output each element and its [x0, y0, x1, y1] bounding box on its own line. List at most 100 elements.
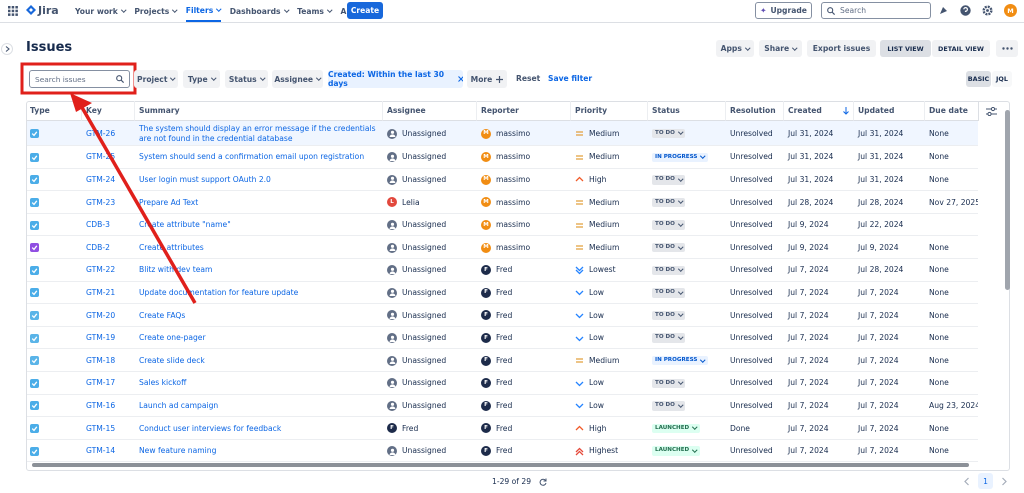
- filter-dropdown[interactable]: Assignee: [272, 70, 323, 88]
- column-header[interactable]: Created: [784, 101, 854, 121]
- key[interactable]: GTM-16: [86, 401, 115, 411]
- more-actions[interactable]: [996, 40, 1018, 57]
- nav-item[interactable]: Filters: [186, 0, 221, 22]
- key[interactable]: GTM-23: [86, 198, 115, 208]
- key[interactable]: CDB-3: [86, 220, 110, 230]
- key[interactable]: GTM-20: [86, 311, 115, 321]
- status-lozenge[interactable]: TO DO: [652, 266, 685, 275]
- assignee: Fred: [402, 424, 418, 434]
- cell-priority: Medium: [571, 236, 648, 259]
- more-filters[interactable]: More: [467, 70, 507, 88]
- header-action[interactable]: Export issues: [807, 40, 876, 57]
- search-mode[interactable]: JQL: [992, 71, 1012, 87]
- horizontal-scrollbar[interactable]: [32, 463, 969, 467]
- status-lozenge[interactable]: LAUNCHED: [652, 424, 700, 433]
- reset-button[interactable]: Reset: [516, 74, 540, 83]
- status-lozenge[interactable]: LAUNCHED: [652, 446, 700, 455]
- status-lozenge[interactable]: TO DO: [652, 379, 685, 388]
- status-lozenge[interactable]: TO DO: [652, 401, 685, 410]
- notifications-icon[interactable]: [938, 5, 949, 16]
- column-header[interactable]: Summary: [135, 101, 383, 121]
- column-header[interactable]: Priority: [571, 101, 648, 121]
- summary[interactable]: User login must support OAuth 2.0: [139, 175, 271, 185]
- sidebar-toggle[interactable]: [1, 43, 13, 55]
- active-filter[interactable]: Created: Within the last 30 days: [328, 70, 463, 88]
- status-lozenge[interactable]: IN PROGRESS: [652, 356, 708, 365]
- summary[interactable]: Create attributes: [139, 243, 204, 253]
- status-lozenge[interactable]: IN PROGRESS: [652, 153, 708, 162]
- column-header[interactable]: Updated: [854, 101, 925, 121]
- search-issues-input[interactable]: Search issues: [29, 70, 130, 88]
- status-lozenge[interactable]: TO DO: [652, 288, 685, 297]
- summary[interactable]: Launch ad campaign: [139, 401, 218, 411]
- summary[interactable]: Prepare Ad Text: [139, 198, 198, 208]
- global-search[interactable]: Search: [821, 2, 931, 19]
- key[interactable]: CDB-2: [86, 243, 110, 253]
- key[interactable]: GTM-17: [86, 378, 115, 388]
- due: None: [929, 356, 949, 366]
- key[interactable]: GTM-21: [86, 288, 115, 298]
- key[interactable]: GTM-18: [86, 356, 115, 366]
- column-header[interactable]: Status: [648, 101, 726, 121]
- view-toggle[interactable]: DETAIL VIEW: [932, 40, 990, 57]
- nav-item[interactable]: Your work: [75, 0, 125, 22]
- status-lozenge[interactable]: TO DO: [652, 243, 685, 252]
- prev-page[interactable]: [963, 477, 971, 486]
- summary[interactable]: Create one-pager: [139, 333, 206, 343]
- nav-item[interactable]: Dashboards: [230, 0, 288, 22]
- column-settings[interactable]: [978, 101, 1003, 121]
- status-lozenge[interactable]: TO DO: [652, 311, 685, 320]
- cell-key: GTM-20: [82, 304, 135, 327]
- key[interactable]: GTM-22: [86, 265, 115, 275]
- next-page[interactable]: [1000, 477, 1008, 486]
- header-action[interactable]: Apps: [716, 40, 754, 57]
- summary[interactable]: Blitz with dev team: [139, 265, 212, 275]
- key[interactable]: GTM-15: [86, 424, 115, 434]
- view-toggle[interactable]: LIST VIEW: [880, 40, 931, 57]
- filter-dropdown[interactable]: Type: [183, 70, 220, 88]
- help-icon[interactable]: [960, 5, 971, 16]
- column-header[interactable]: Reporter: [477, 101, 571, 121]
- nav-item[interactable]: Projects: [134, 0, 176, 22]
- column-header[interactable]: Key: [82, 101, 135, 121]
- jira-logo-text[interactable]: Jira: [38, 4, 59, 17]
- header-action[interactable]: Share: [759, 40, 802, 57]
- column-header[interactable]: Assignee: [383, 101, 477, 121]
- summary[interactable]: The system should display an error messa…: [139, 124, 379, 144]
- save-filter[interactable]: Save filter: [548, 74, 592, 83]
- filter-dropdown[interactable]: Project: [134, 70, 178, 88]
- user-avatar[interactable]: M: [1004, 4, 1017, 17]
- column-header[interactable]: Due date: [925, 101, 978, 121]
- settings-icon[interactable]: [982, 5, 993, 16]
- summary[interactable]: Create FAQs: [139, 311, 185, 321]
- search-mode[interactable]: BASIC: [966, 71, 991, 87]
- filter-dropdown[interactable]: Status: [225, 70, 268, 88]
- status-lozenge[interactable]: TO DO: [652, 175, 685, 184]
- app-switcher[interactable]: [8, 6, 18, 16]
- column-header[interactable]: Resolution: [726, 101, 784, 121]
- create-button[interactable]: Create: [347, 2, 383, 19]
- key[interactable]: GTM-26: [86, 129, 115, 139]
- column-header[interactable]: Type: [26, 101, 82, 121]
- upgrade-button[interactable]: ✦Upgrade: [755, 2, 812, 19]
- summary[interactable]: Sales kickoff: [139, 378, 186, 388]
- refresh-icon[interactable]: [539, 478, 547, 486]
- cell-updated: Jul 31, 2024: [854, 121, 925, 146]
- key[interactable]: GTM-14: [86, 446, 115, 456]
- key[interactable]: GTM-25: [86, 152, 115, 162]
- summary[interactable]: New feature naming: [139, 446, 216, 456]
- current-page[interactable]: 1: [978, 473, 993, 489]
- summary[interactable]: Create attribute "name": [139, 220, 231, 230]
- status-lozenge[interactable]: TO DO: [652, 198, 685, 207]
- nav-item[interactable]: Teams: [297, 0, 331, 22]
- vertical-scrollbar[interactable]: [1005, 110, 1010, 290]
- status-lozenge[interactable]: TO DO: [652, 220, 685, 229]
- status-lozenge[interactable]: TO DO: [652, 333, 685, 342]
- summary[interactable]: Conduct user interviews for feedback: [139, 424, 281, 434]
- summary[interactable]: System should send a confirmation email …: [139, 152, 364, 162]
- status-lozenge[interactable]: TO DO: [652, 129, 685, 138]
- key[interactable]: GTM-19: [86, 333, 115, 343]
- key[interactable]: GTM-24: [86, 175, 115, 185]
- summary[interactable]: Create slide deck: [139, 356, 205, 366]
- summary[interactable]: Update documentation for feature update: [139, 288, 298, 298]
